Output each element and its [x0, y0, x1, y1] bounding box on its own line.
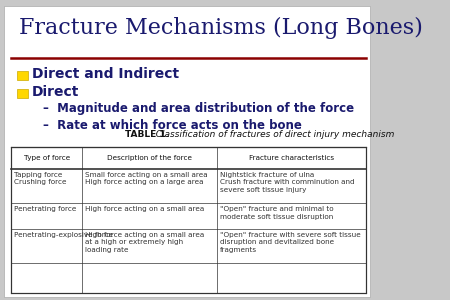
Text: Fracture Mechanisms (Long Bones): Fracture Mechanisms (Long Bones)	[19, 16, 423, 39]
Text: TABLE 1.: TABLE 1.	[125, 130, 169, 139]
Text: "Open" fracture with severe soft tissue
disruption and devitalized bone
fragment: "Open" fracture with severe soft tissue …	[220, 232, 361, 253]
Text: –  Magnitude and area distribution of the force: – Magnitude and area distribution of the…	[43, 102, 355, 115]
Text: Direct and Indirect: Direct and Indirect	[32, 67, 179, 80]
Text: Penetrating force: Penetrating force	[14, 206, 77, 212]
Text: –  Rate at which force acts on the bone: – Rate at which force acts on the bone	[43, 119, 302, 132]
Text: High force acting on a small area: High force acting on a small area	[86, 206, 205, 212]
FancyBboxPatch shape	[17, 88, 27, 98]
Text: Classification of fractures of direct injury mechanism: Classification of fractures of direct in…	[150, 130, 395, 139]
FancyBboxPatch shape	[11, 147, 366, 293]
FancyBboxPatch shape	[17, 70, 27, 80]
Text: "Open" fracture and minimal to
moderate soft tissue disruption: "Open" fracture and minimal to moderate …	[220, 206, 334, 220]
Text: Penetrating-explosive force: Penetrating-explosive force	[14, 232, 113, 238]
Text: Small force acting on a small area
High force acting on a large area: Small force acting on a small area High …	[86, 172, 208, 185]
Text: High force acting on a small area
at a high or extremely high
loading rate: High force acting on a small area at a h…	[86, 232, 205, 253]
Text: Type of force: Type of force	[24, 155, 70, 161]
Text: Description of the force: Description of the force	[107, 155, 192, 161]
Text: Nightstick fracture of ulna
Crush fracture with comminution and
severe soft tiss: Nightstick fracture of ulna Crush fractu…	[220, 172, 355, 193]
FancyBboxPatch shape	[4, 6, 370, 297]
Text: Fracture characteristics: Fracture characteristics	[249, 155, 334, 161]
Text: Tapping force
Crushing force: Tapping force Crushing force	[14, 172, 67, 185]
Text: Direct: Direct	[32, 85, 80, 98]
